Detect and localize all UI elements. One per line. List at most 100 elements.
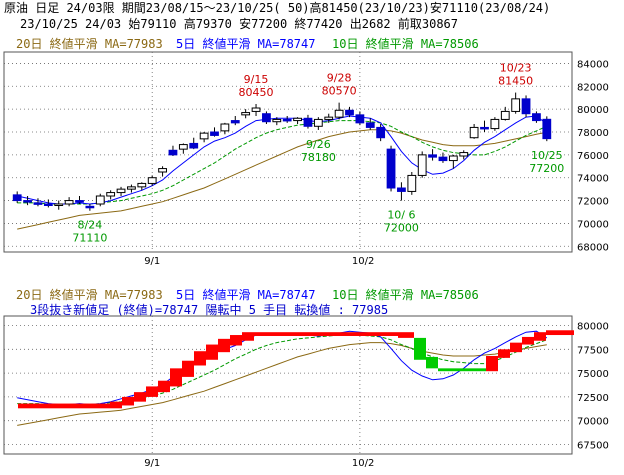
candle-body bbox=[43, 203, 53, 206]
candle-body bbox=[85, 205, 95, 209]
annotation-date: 10/ 6 bbox=[387, 209, 415, 222]
candle-body bbox=[178, 144, 188, 150]
candle bbox=[532, 111, 541, 123]
sanpon-brick bbox=[206, 344, 218, 360]
candle bbox=[262, 111, 271, 124]
annotation-date: 10/25 bbox=[531, 149, 563, 162]
candle bbox=[282, 116, 292, 123]
annotation-value: 72000 bbox=[384, 222, 419, 235]
candle-body bbox=[168, 149, 178, 156]
main-legend-ma5: 5日 終値平滑 MA=78747 bbox=[176, 36, 315, 51]
sanpon-brick bbox=[18, 403, 110, 409]
candle-body bbox=[500, 110, 510, 120]
annotation-date: 8/24 bbox=[78, 219, 103, 232]
candle bbox=[459, 150, 469, 160]
candle-body bbox=[23, 200, 32, 203]
candle bbox=[189, 137, 199, 150]
annotation-value: 77200 bbox=[529, 162, 564, 175]
candle bbox=[116, 186, 126, 196]
candle bbox=[303, 114, 313, 129]
candle bbox=[127, 184, 136, 193]
candle-body bbox=[386, 148, 396, 189]
annotation-value: 78180 bbox=[301, 151, 336, 164]
sub-y-tick-label: 72500 bbox=[577, 393, 609, 404]
sub-ma10-line bbox=[17, 334, 547, 405]
candle bbox=[199, 132, 209, 143]
candle bbox=[241, 109, 251, 119]
candle-body bbox=[54, 203, 64, 206]
candle-body bbox=[137, 182, 147, 188]
candle-body bbox=[428, 154, 437, 158]
candle-body bbox=[407, 174, 417, 192]
candle-body bbox=[397, 187, 406, 192]
sanpon-brick bbox=[170, 368, 182, 387]
sub-x-tick-label: 9/1 bbox=[144, 458, 160, 469]
main-y-tick-label: 76000 bbox=[577, 151, 609, 162]
main-x-tick-label: 9/1 bbox=[144, 256, 160, 267]
sanpon-brick bbox=[510, 342, 522, 353]
annotation-value: 81450 bbox=[498, 75, 533, 88]
sanpon-brick bbox=[122, 396, 134, 406]
sanpon-brick bbox=[534, 332, 546, 341]
candle-body bbox=[480, 126, 489, 130]
sub-plot bbox=[3, 315, 574, 455]
candle-body bbox=[313, 118, 323, 127]
candle-body bbox=[303, 117, 313, 127]
candle-body bbox=[127, 186, 136, 190]
candle-body bbox=[272, 118, 282, 123]
candle bbox=[230, 116, 240, 126]
candle bbox=[137, 182, 147, 191]
candle bbox=[33, 198, 43, 207]
candle bbox=[43, 199, 53, 208]
main-y-tick-label: 68000 bbox=[577, 242, 609, 253]
candle bbox=[64, 197, 74, 207]
sanpon-brick bbox=[134, 392, 146, 402]
sub-legend-ma5: 5日 終値平滑 MA=78747 bbox=[176, 287, 315, 302]
candle-body bbox=[490, 118, 500, 130]
candle bbox=[324, 113, 334, 123]
candle bbox=[365, 118, 375, 130]
candle-body bbox=[64, 200, 74, 205]
candle bbox=[407, 172, 417, 195]
candle bbox=[85, 204, 95, 211]
sub-ma20-line bbox=[17, 342, 547, 426]
ma10-line bbox=[17, 120, 548, 205]
candle bbox=[417, 151, 427, 178]
candle-body bbox=[199, 132, 209, 140]
sanpon-brick bbox=[426, 356, 438, 369]
sanpon-brick bbox=[546, 330, 574, 336]
candle-body bbox=[365, 122, 375, 128]
candle-body bbox=[158, 168, 167, 173]
candle-body bbox=[417, 154, 427, 176]
candle bbox=[220, 122, 230, 135]
annotation-date: 9/28 bbox=[327, 72, 352, 85]
main-y-tick-label: 78000 bbox=[577, 128, 609, 139]
annotation-date: 10/23 bbox=[500, 62, 532, 75]
sanpon-brick bbox=[230, 335, 242, 346]
candle bbox=[542, 116, 552, 142]
candle-body bbox=[147, 177, 157, 184]
annotation-date: 9/26 bbox=[306, 138, 331, 151]
sanpon-brick bbox=[242, 332, 254, 341]
candle bbox=[500, 106, 510, 121]
sanpon-brick bbox=[458, 368, 486, 372]
sanpon-brick bbox=[254, 332, 398, 336]
sanpon-brick bbox=[218, 338, 230, 353]
candle bbox=[313, 117, 323, 130]
candle-body bbox=[469, 126, 479, 139]
candle-body bbox=[324, 116, 334, 120]
candle bbox=[95, 193, 105, 207]
main-y-tick-label: 80000 bbox=[577, 105, 609, 116]
candle bbox=[168, 145, 178, 156]
candle bbox=[521, 95, 531, 118]
sub-legend-ma10: 10日 終値平滑 MA=78506 bbox=[332, 287, 479, 302]
sanpon-brick bbox=[194, 351, 206, 366]
sub-y-tick-label: 70000 bbox=[577, 417, 609, 428]
sanpon-brick bbox=[146, 386, 158, 397]
annotation-value: 80450 bbox=[239, 86, 274, 99]
candle bbox=[386, 145, 396, 192]
candle-body bbox=[542, 118, 552, 140]
main-y-tick-label: 74000 bbox=[577, 174, 609, 185]
